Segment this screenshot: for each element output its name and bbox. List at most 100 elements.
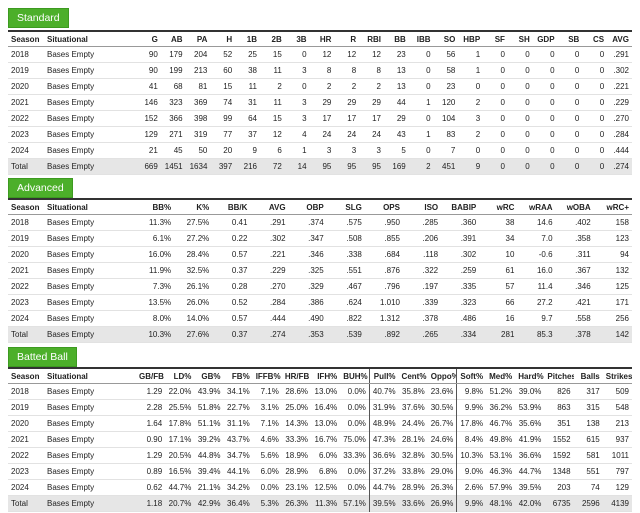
table-cell: 26.1% bbox=[186, 282, 210, 291]
standard-tab[interactable]: Standard bbox=[8, 8, 69, 28]
table-cell: 51.2% bbox=[489, 387, 513, 396]
table-cell: 12 bbox=[347, 50, 357, 59]
column-header[interactable]: Season bbox=[8, 31, 44, 47]
column-header[interactable]: wOBA bbox=[555, 199, 594, 215]
table-cell: 6735 bbox=[544, 495, 574, 512]
table-cell: 5.6% bbox=[260, 451, 279, 460]
column-header[interactable]: SLG bbox=[326, 199, 365, 215]
table-cell: 43.9% bbox=[197, 387, 221, 396]
table-cell: 0 bbox=[574, 66, 580, 75]
column-header[interactable]: Cent% bbox=[398, 368, 428, 384]
table-cell: .508 bbox=[346, 234, 362, 243]
column-header[interactable]: Strikes bbox=[602, 368, 632, 384]
column-header[interactable]: IFH% bbox=[311, 368, 341, 384]
column-header[interactable]: Season bbox=[8, 368, 44, 384]
table-cell: .329 bbox=[308, 282, 324, 291]
table-cell: 10 bbox=[505, 250, 515, 259]
column-header[interactable]: 2B bbox=[259, 31, 285, 47]
column-header[interactable]: R bbox=[334, 31, 360, 47]
table-cell: 94 bbox=[620, 250, 629, 259]
table-cell: 23.1% bbox=[285, 483, 309, 492]
table-cell: Bases Empty bbox=[47, 419, 95, 428]
table-cell: 142 bbox=[593, 326, 632, 343]
column-header[interactable]: SF bbox=[483, 31, 508, 47]
table-cell: 1.010 bbox=[379, 298, 400, 307]
column-header[interactable]: GDP bbox=[532, 31, 558, 47]
table-cell: 0 bbox=[475, 82, 481, 91]
column-header[interactable]: Oppo% bbox=[427, 368, 457, 384]
column-header[interactable]: PA bbox=[185, 31, 211, 47]
column-header[interactable]: Pitches bbox=[544, 368, 574, 384]
column-header[interactable]: Season bbox=[8, 199, 44, 215]
column-header[interactable]: Situational bbox=[44, 368, 136, 384]
column-header[interactable]: RBI bbox=[359, 31, 384, 47]
table-cell: 40.7% bbox=[368, 383, 399, 400]
column-header[interactable]: OBP bbox=[288, 199, 327, 215]
column-header[interactable]: BB% bbox=[136, 199, 175, 215]
column-header[interactable]: Situational bbox=[44, 31, 136, 47]
table-cell: 2024 bbox=[11, 314, 29, 323]
column-header[interactable]: BABIP bbox=[441, 199, 480, 215]
table-cell: 0.0% bbox=[347, 467, 366, 476]
column-header[interactable]: HBP bbox=[458, 31, 484, 47]
table-cell: 10.3% bbox=[456, 447, 487, 464]
column-header[interactable]: K% bbox=[174, 199, 213, 215]
column-header[interactable]: SO bbox=[433, 31, 459, 47]
table-cell: 2 bbox=[475, 130, 481, 139]
table-cell: 27.5% bbox=[186, 218, 210, 227]
table-cell: .325 bbox=[308, 266, 324, 275]
table-cell: 0.90 bbox=[146, 435, 163, 444]
table-cell: 7.1% bbox=[260, 419, 279, 428]
column-header[interactable]: LD% bbox=[165, 368, 195, 384]
column-header[interactable]: H bbox=[210, 31, 236, 47]
column-header[interactable]: BB bbox=[383, 31, 409, 47]
column-header[interactable]: Balls bbox=[573, 368, 603, 384]
column-header[interactable]: AVG bbox=[607, 31, 632, 47]
table-cell: 2019 bbox=[11, 403, 29, 412]
column-header[interactable]: OPS bbox=[364, 199, 403, 215]
table-cell: 581 bbox=[586, 451, 600, 460]
column-header[interactable]: 3B bbox=[284, 31, 310, 47]
column-header[interactable]: HR bbox=[309, 31, 335, 47]
table-cell: Bases Empty bbox=[47, 98, 95, 107]
column-header[interactable]: SB bbox=[557, 31, 583, 47]
column-header[interactable]: IFFB% bbox=[252, 368, 282, 384]
table-cell: 31 bbox=[248, 98, 257, 107]
column-header[interactable]: SH bbox=[507, 31, 533, 47]
column-header[interactable]: HR/FB bbox=[281, 368, 312, 384]
table-cell: 26.9% bbox=[427, 495, 457, 512]
table-cell: 0 bbox=[599, 66, 605, 75]
batted-ball-tab[interactable]: Batted Ball bbox=[8, 347, 77, 367]
column-header[interactable]: ISO bbox=[402, 199, 442, 215]
column-header[interactable]: GB% bbox=[194, 368, 224, 384]
column-header[interactable]: 1B bbox=[235, 31, 260, 47]
table-cell: 2 bbox=[351, 82, 357, 91]
table-cell: .386 bbox=[308, 298, 324, 307]
column-header[interactable]: Pull% bbox=[368, 368, 399, 384]
column-header[interactable]: GB/FB bbox=[136, 368, 166, 384]
column-header[interactable]: FB% bbox=[223, 368, 253, 384]
table-cell: 38 bbox=[248, 66, 257, 75]
column-header[interactable]: wRAA bbox=[517, 199, 556, 215]
table-cell: 53.1% bbox=[489, 451, 513, 460]
column-header[interactable]: G bbox=[136, 31, 161, 47]
column-header[interactable]: Med% bbox=[486, 368, 516, 384]
table-cell: 7.3% bbox=[152, 282, 172, 291]
table-cell: 0 bbox=[525, 66, 530, 75]
column-header[interactable]: wRC bbox=[479, 199, 518, 215]
table-cell: 57.1% bbox=[340, 495, 370, 512]
column-header[interactable]: AVG bbox=[250, 199, 289, 215]
table-cell: .302 bbox=[269, 234, 286, 243]
column-header[interactable]: IBB bbox=[408, 31, 434, 47]
advanced-tab[interactable]: Advanced bbox=[8, 178, 73, 198]
column-header[interactable]: Hard% bbox=[515, 368, 545, 384]
column-header[interactable]: wRC+ bbox=[593, 199, 632, 215]
column-header[interactable]: CS bbox=[582, 31, 608, 47]
table-cell: 53.9% bbox=[518, 403, 542, 412]
column-header[interactable]: AB bbox=[160, 31, 186, 47]
column-header[interactable]: BUH% bbox=[340, 368, 370, 384]
column-header[interactable]: BB/K bbox=[212, 199, 251, 215]
column-header[interactable]: Soft% bbox=[456, 368, 487, 384]
table-cell: 9.7 bbox=[541, 314, 553, 323]
column-header[interactable]: Situational bbox=[44, 199, 136, 215]
